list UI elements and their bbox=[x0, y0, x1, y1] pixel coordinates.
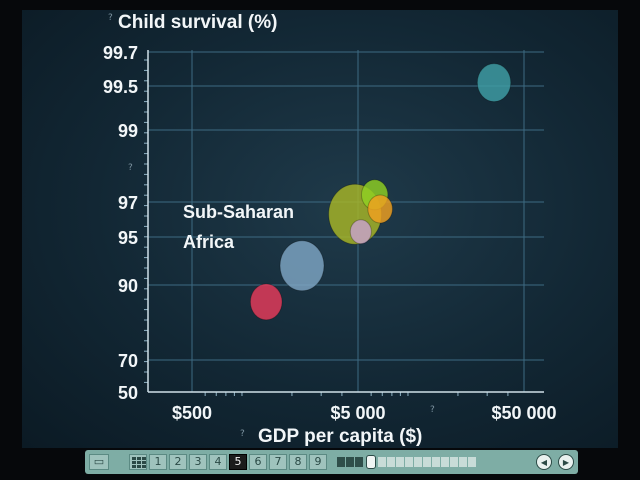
progress-segment bbox=[337, 457, 345, 467]
slides-icon[interactable]: ▭ bbox=[89, 454, 109, 470]
progress-segment bbox=[355, 457, 363, 467]
progress-segment bbox=[387, 457, 395, 467]
slide-button-2[interactable]: 2 bbox=[169, 454, 187, 470]
progress-segment bbox=[468, 457, 476, 467]
progress-segment bbox=[414, 457, 422, 467]
slide-player-bar: ▭ 1 2 3 4 5 6 7 8 9 ◀ ▶ bbox=[85, 450, 578, 474]
bubble-6[interactable] bbox=[367, 194, 393, 224]
progress-segment bbox=[378, 457, 386, 467]
y-tick-label: 70 bbox=[118, 351, 138, 371]
bubble-2[interactable] bbox=[279, 240, 325, 292]
progress-segment bbox=[346, 457, 354, 467]
y-tick-label: 97 bbox=[118, 193, 138, 213]
annotation-line-2: Africa bbox=[183, 232, 235, 252]
y-tick-label: 99 bbox=[118, 121, 138, 141]
xlabel-help-icon[interactable]: ? bbox=[240, 429, 245, 439]
y-tick-label: 99.5 bbox=[103, 77, 138, 97]
slide-button-8[interactable]: 8 bbox=[289, 454, 307, 470]
bubble-4[interactable] bbox=[349, 219, 372, 245]
x-tick-label: $50 000 bbox=[491, 403, 556, 423]
slide-button-4[interactable]: 4 bbox=[209, 454, 227, 470]
x-axis-label: GDP per capita ($) bbox=[258, 426, 422, 447]
chart-title: Child survival (%) bbox=[118, 12, 277, 33]
progress-knob[interactable] bbox=[366, 455, 376, 469]
annotation-line-1: Sub-Saharan bbox=[183, 202, 294, 222]
slide-button-7[interactable]: 7 bbox=[269, 454, 287, 470]
bubble-7[interactable] bbox=[476, 63, 512, 103]
slide-button-3[interactable]: 3 bbox=[189, 454, 207, 470]
axes: 99.7 99.5 99 97 95 90 70 50 $500 $5 000 $50 000 bbox=[103, 43, 557, 423]
y-tick-label: 50 bbox=[118, 383, 138, 403]
bubble-chart: 99.7 99.5 99 97 95 90 70 50 $500 $5 000 $50 000 Ch… bbox=[103, 12, 557, 447]
progress-track[interactable] bbox=[337, 454, 477, 470]
bubble-1[interactable] bbox=[249, 283, 283, 321]
y-tick-label: 99.7 bbox=[103, 43, 138, 63]
y-tick-label: 95 bbox=[118, 228, 138, 248]
progress-segment bbox=[396, 457, 404, 467]
y-axis-help-icon[interactable]: ? bbox=[128, 163, 133, 173]
grid-view-icon[interactable] bbox=[129, 454, 147, 470]
slide-button-1[interactable]: 1 bbox=[149, 454, 167, 470]
y-tick-label: 90 bbox=[118, 276, 138, 296]
chart-stage: 99.7 99.5 99 97 95 90 70 50 $500 $5 000 $50 000 Ch… bbox=[22, 10, 618, 448]
slide-button-9[interactable]: 9 bbox=[309, 454, 327, 470]
progress-segment bbox=[459, 457, 467, 467]
bubbles bbox=[249, 63, 512, 321]
progress-segment bbox=[423, 457, 431, 467]
progress-segment bbox=[405, 457, 413, 467]
x-tick-label: $5 000 bbox=[330, 403, 385, 423]
next-icon[interactable]: ▶ bbox=[558, 454, 574, 470]
progress-segment bbox=[441, 457, 449, 467]
slide-button-6[interactable]: 6 bbox=[249, 454, 267, 470]
x-tick-label: $500 bbox=[172, 403, 212, 423]
progress-segment bbox=[432, 457, 440, 467]
previous-icon[interactable]: ◀ bbox=[536, 454, 552, 470]
x-axis-help-icon[interactable]: ? bbox=[430, 405, 435, 415]
slide-button-5[interactable]: 5 bbox=[229, 454, 247, 470]
progress-segment bbox=[450, 457, 458, 467]
title-help-icon[interactable]: ? bbox=[108, 13, 113, 23]
